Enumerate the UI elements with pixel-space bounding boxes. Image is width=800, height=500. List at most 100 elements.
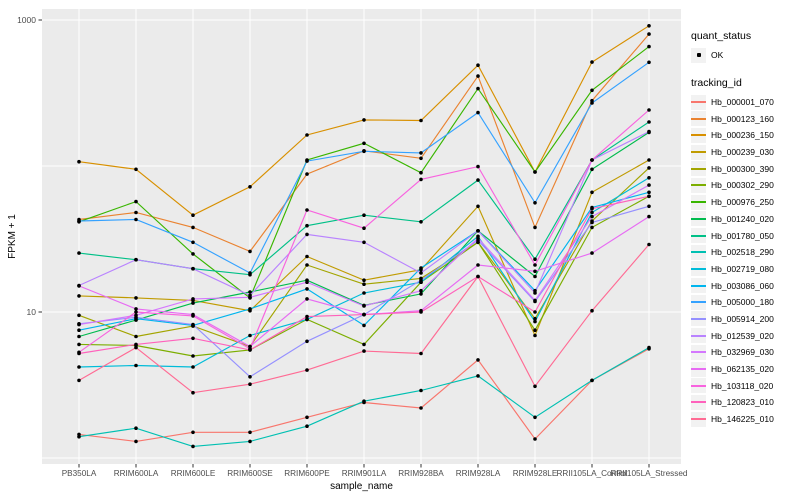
legend-item-label: Hb_062135_020 [711, 364, 774, 375]
legend-key-line-icon [691, 418, 706, 421]
svg-text:RRIM600LA: RRIM600LA [114, 469, 159, 478]
legend-item: Hb_000236_150 [691, 127, 799, 144]
legend-key-line-icon [691, 217, 706, 220]
legend-item: Hb_002719_080 [691, 261, 799, 278]
legend-item-label: Hb_005914_200 [711, 313, 774, 324]
plot-panel [42, 9, 681, 464]
legend-item: Hb_120823_010 [691, 394, 799, 411]
legend-key-line-icon [691, 368, 706, 371]
legend-key-line-icon [691, 167, 706, 170]
y-axis-title: FPKM + 1 [7, 214, 18, 259]
legend-item: Hb_146225_010 [691, 411, 799, 428]
legend-key-box [691, 144, 706, 160]
gridlines [42, 9, 681, 464]
legend-item-label: Hb_002518_290 [711, 247, 774, 258]
legend-item-label: Hb_001780_050 [711, 230, 774, 241]
svg-text:RRII105LA_Control: RRII105LA_Control [557, 469, 628, 478]
legend-key-box [691, 344, 706, 360]
y-axis-labels: 1000 10 [17, 15, 36, 317]
legend-item: Hb_103118_020 [691, 377, 799, 394]
legend-tracking-items: Hb_000001_070 Hb_000123_160 Hb_000236_150 H… [691, 94, 799, 428]
legend-item-label: Hb_000302_290 [711, 180, 774, 191]
legend-item-label: Hb_120823_010 [711, 397, 774, 408]
legend-key-box [691, 177, 706, 193]
legend-key-line-icon [691, 384, 706, 387]
legend-key-line-icon [691, 267, 706, 270]
legend-item-label: Hb_002719_080 [711, 263, 774, 274]
legend-key-line-icon [691, 334, 706, 337]
legend-key-line-icon [691, 301, 706, 304]
legend-item: Hb_005914_200 [691, 311, 799, 328]
legend-key-box [691, 127, 706, 143]
legend-key-line-icon [691, 284, 706, 287]
legend-tracking-id: tracking_id Hb_000001_070 Hb_000123_160 Hb… [691, 77, 799, 428]
axis-ticks [38, 19, 650, 468]
svg-text:RRII105LA_Stressed: RRII105LA_Stressed [611, 469, 688, 478]
legend-key-line-icon [691, 151, 706, 154]
legend-key-box [691, 47, 706, 63]
legend-key-line-icon [691, 351, 706, 354]
legend-key-line-icon [691, 401, 706, 404]
legend-item: Hb_000976_250 [691, 194, 799, 211]
x-axis-title: sample_name [330, 481, 393, 492]
legend-key-box [691, 228, 706, 244]
legend-item: Hb_000302_290 [691, 177, 799, 194]
legend-item: Hb_062135_020 [691, 361, 799, 378]
svg-text:PB350LA: PB350LA [62, 469, 97, 478]
legend-item: Hb_000239_030 [691, 144, 799, 161]
legend-key-box [691, 394, 706, 410]
legend-key-line-icon [691, 184, 706, 187]
svg-text:RRIM928BA: RRIM928BA [398, 469, 444, 478]
legend-key-box [691, 411, 706, 427]
legend-key-box [691, 378, 706, 394]
legend-key-line-icon [691, 317, 706, 320]
legend-item-label: Hb_032969_030 [711, 347, 774, 358]
legend-key-line-icon [691, 251, 706, 254]
legend-item-label: Hb_000976_250 [711, 197, 774, 208]
legend-item-label: OK [711, 50, 724, 61]
legend-item: Hb_000001_070 [691, 94, 799, 111]
legend-item-label: Hb_012539_020 [711, 330, 774, 341]
legend-item-label: Hb_000001_070 [711, 97, 774, 108]
legend-panel: quant_status OK tracking_id Hb_000001_07… [691, 30, 799, 440]
x-axis-labels: PB350LA RRIM600LA RRIM600LE RRIM600SE RRIM60… [62, 469, 688, 478]
legend-key-line-icon [691, 134, 706, 137]
legend-key-box [691, 278, 706, 294]
legend-item-label: Hb_000236_150 [711, 130, 774, 141]
legend-key-line-icon [691, 201, 706, 204]
point-marker-icon [696, 53, 701, 58]
legend-item: Hb_001780_050 [691, 227, 799, 244]
svg-text:RRIM901LA: RRIM901LA [342, 469, 387, 478]
legend-item: Hb_005000_180 [691, 294, 799, 311]
legend-item-label: Hb_001240_020 [711, 213, 774, 224]
legend-title-tracking-id: tracking_id [691, 76, 742, 89]
legend-key-box [691, 161, 706, 177]
legend-key-box [691, 244, 706, 260]
legend-key-box [691, 294, 706, 310]
legend-item-label: Hb_000300_390 [711, 163, 774, 174]
svg-text:1000: 1000 [17, 15, 36, 25]
legend-key-box [691, 194, 706, 210]
legend-item: Hb_012539_020 [691, 327, 799, 344]
svg-text:RRIM600SE: RRIM600SE [227, 469, 273, 478]
legend-key-box [691, 261, 706, 277]
legend-item-label: Hb_146225_010 [711, 414, 774, 425]
legend-item-ok: OK [691, 47, 799, 64]
legend-key-box [691, 311, 706, 327]
svg-text:10: 10 [27, 307, 37, 317]
legend-key-line-icon [691, 101, 706, 104]
legend-item-label: Hb_000123_160 [711, 113, 774, 124]
legend-item: Hb_003086_060 [691, 277, 799, 294]
legend-item-label: Hb_005000_180 [711, 297, 774, 308]
legend-key-box [691, 211, 706, 227]
legend-item-label: Hb_000239_030 [711, 147, 774, 158]
legend-item-label: Hb_003086_060 [711, 280, 774, 291]
legend-key-line-icon [691, 117, 706, 120]
legend-item: Hb_000300_390 [691, 160, 799, 177]
legend-key-line-icon [691, 234, 706, 237]
legend-item: Hb_001240_020 [691, 211, 799, 228]
svg-text:RRIM600PE: RRIM600PE [284, 469, 330, 478]
legend-item: Hb_032969_030 [691, 344, 799, 361]
legend-quant-status: quant_status OK [691, 30, 799, 64]
